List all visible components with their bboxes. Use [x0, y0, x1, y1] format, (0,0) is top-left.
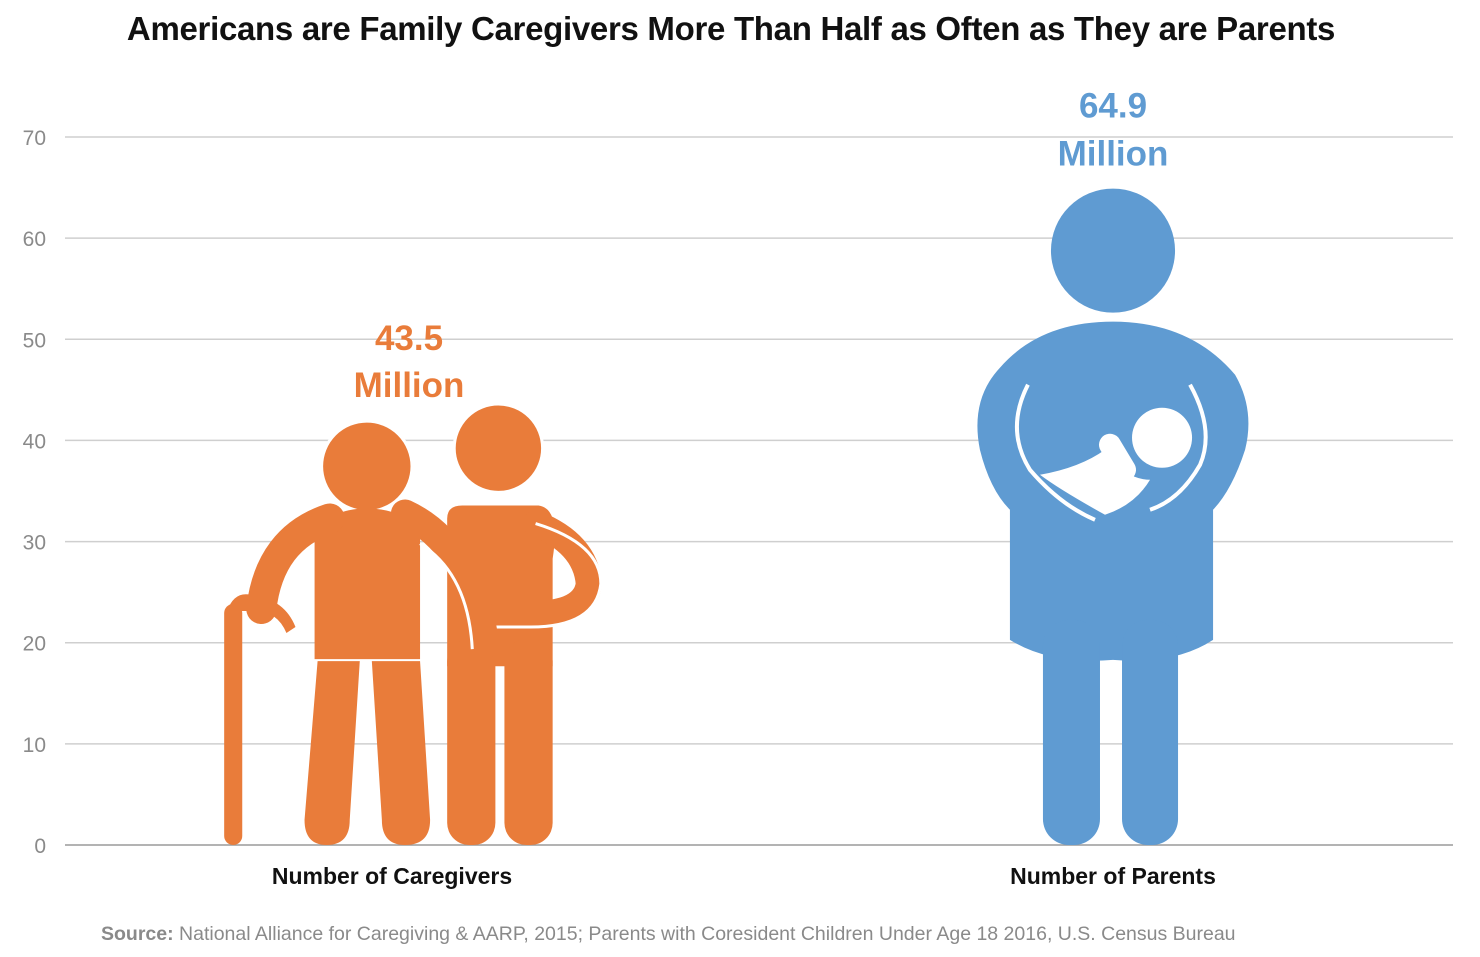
data-label-parents-unit: Million	[1058, 135, 1169, 174]
y-tick-label: 20	[23, 633, 46, 656]
y-tick-label: 40	[23, 430, 46, 453]
x-tick-label-caregivers: Number of Caregivers	[272, 863, 512, 889]
gridlines	[65, 136, 1453, 846]
data-label-parents-value: 64.9	[1079, 87, 1147, 126]
y-tick-label: 10	[23, 734, 46, 757]
y-axis-ticks: 0 10 20 30 40 50 60 70	[23, 127, 46, 858]
data-label-caregivers-value: 43.5	[375, 319, 443, 358]
y-tick-label: 0	[34, 835, 46, 858]
x-tick-label-parents: Number of Parents	[1010, 863, 1216, 889]
data-label-caregivers-unit: Million	[354, 366, 465, 405]
data-labels: 43.5 Million 64.9 Million	[354, 87, 1169, 405]
y-tick-label: 50	[23, 329, 46, 352]
y-tick-label: 70	[23, 127, 46, 150]
y-tick-label: 30	[23, 532, 46, 555]
bar-caregivers-icon	[224, 402, 603, 845]
chart-title: Americans are Family Caregivers More Tha…	[126, 10, 1336, 47]
bar-parents-icon	[977, 188, 1249, 845]
y-tick-label: 60	[23, 228, 46, 251]
source-text: National Alliance for Caregiving & AARP,…	[173, 923, 1236, 945]
source-label: Source:	[101, 923, 174, 945]
source-note: Source: National Alliance for Caregiving…	[101, 923, 1236, 946]
